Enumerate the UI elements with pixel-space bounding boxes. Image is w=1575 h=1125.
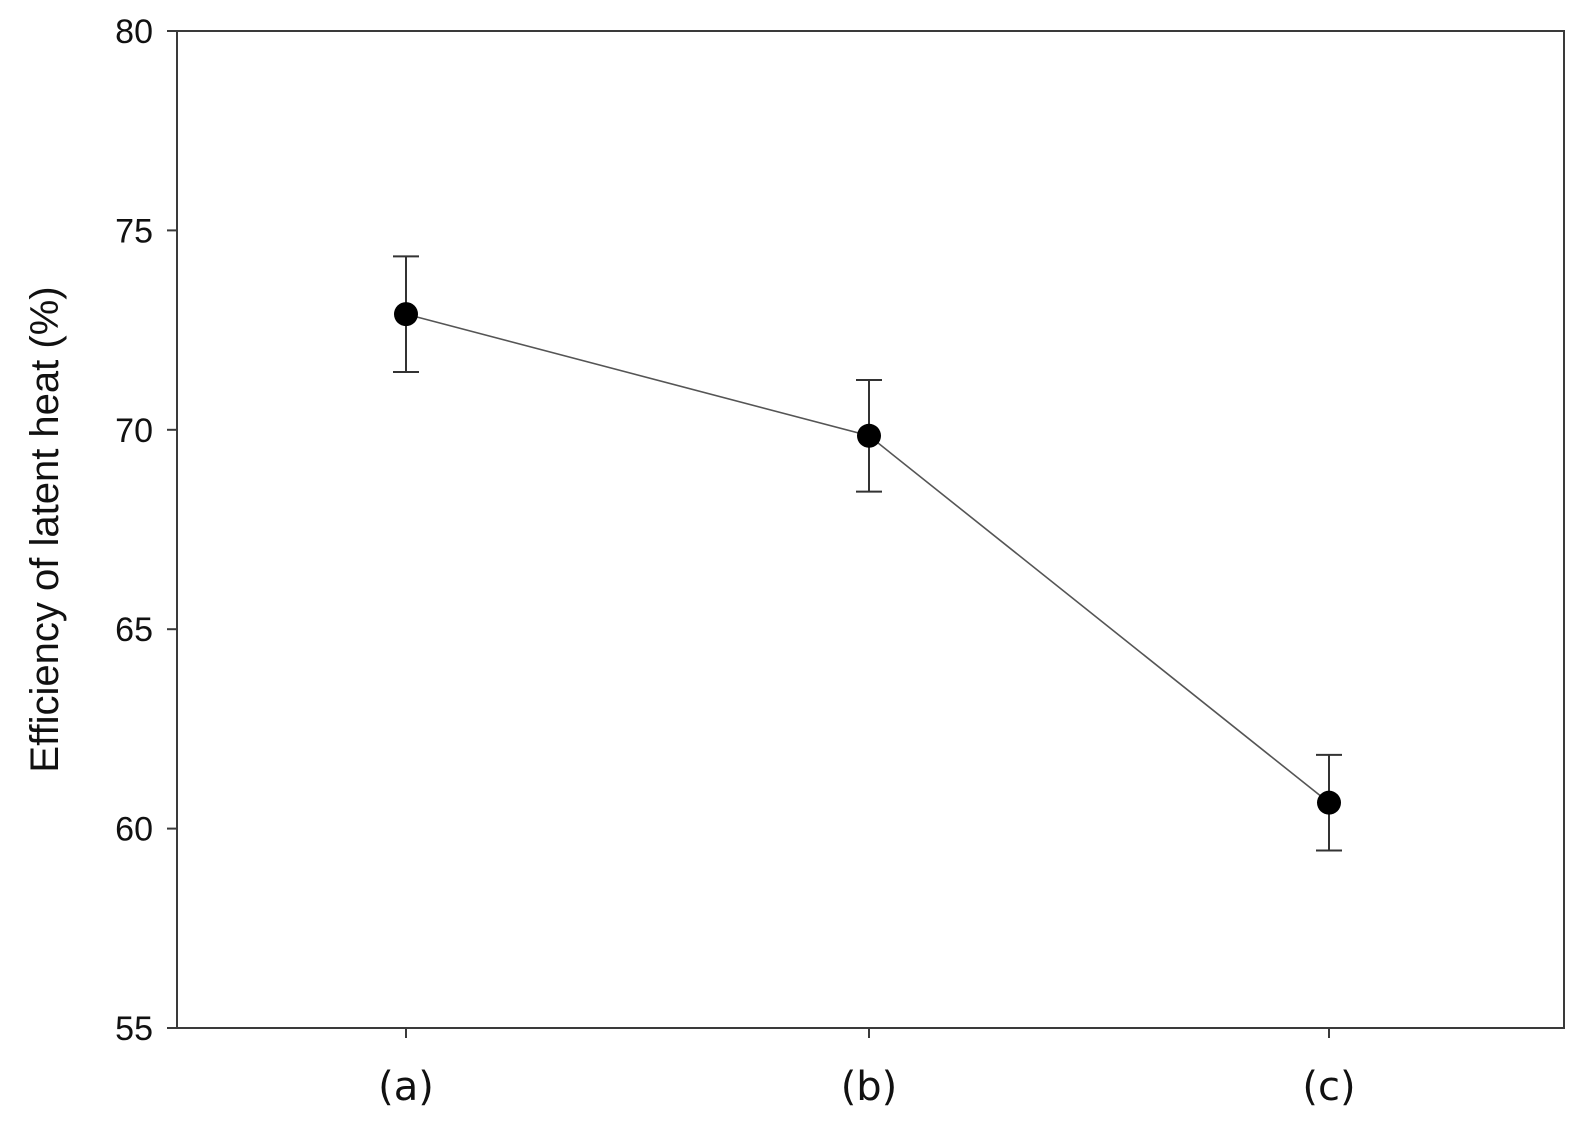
y-axis-ticks: 55 60 65 70 75 80 [115, 13, 177, 1048]
x-tick-label: (c) [1302, 1064, 1355, 1110]
x-axis-ticks: (a) (b) (c) [378, 1028, 1356, 1110]
y-tick-label: 80 [115, 13, 153, 51]
x-tick-label: (a) [378, 1064, 434, 1110]
plot-frame [176, 30, 1565, 1029]
y-tick-label: 60 [115, 811, 153, 849]
y-tick-label: 55 [115, 1010, 153, 1048]
data-point [1317, 790, 1341, 815]
plot-series [393, 255, 1342, 852]
series-line [405, 313, 1330, 804]
y-axis-label: Efficiency of latent heat (%) [23, 286, 67, 772]
y-tick-label: 65 [115, 611, 153, 649]
x-tick-label: (b) [841, 1064, 898, 1110]
data-point [857, 423, 881, 448]
y-tick-label: 75 [115, 212, 153, 250]
data-point [394, 302, 418, 327]
y-tick-label: 70 [115, 412, 153, 450]
